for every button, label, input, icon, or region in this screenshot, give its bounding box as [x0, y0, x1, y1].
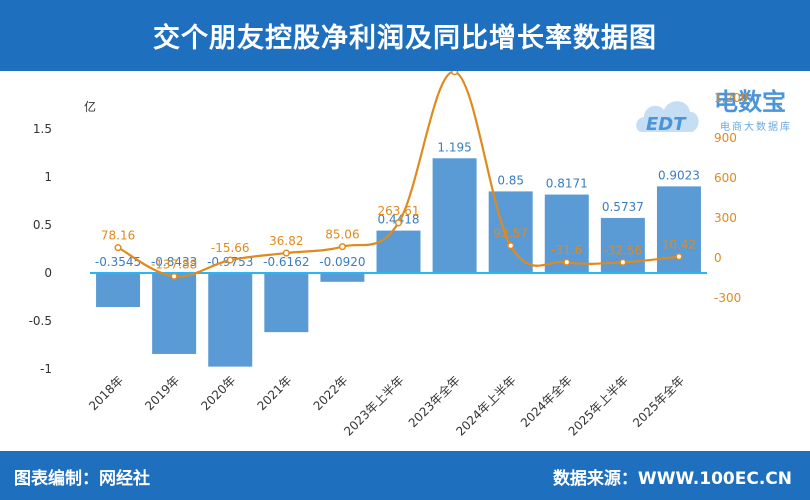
footer-source: 数据来源：WWW.100EC.CN — [552, 469, 792, 489]
bar — [320, 273, 365, 282]
header-bar: 交个朋友控股净利润及同比增长率数据图 — [0, 0, 810, 71]
bar — [152, 273, 197, 354]
right-tick-label: 600 — [714, 171, 737, 185]
bar-label: -0.8433 — [151, 255, 197, 269]
bar-label: 0.8171 — [546, 177, 588, 191]
line-label: 263.61 — [378, 204, 420, 218]
right-tick-label: 1,200 — [714, 91, 748, 105]
left-tick-label: 1.5 — [33, 122, 52, 136]
bar-label: 0.85 — [497, 173, 524, 187]
line-label: -31.6 — [551, 243, 582, 257]
bar — [264, 273, 309, 333]
bar-label: 1.195 — [437, 140, 471, 154]
bar — [96, 273, 141, 308]
logo: EDT 电数宝 电商大数据库 — [636, 88, 792, 135]
line-label: 92.57 — [494, 227, 528, 241]
bar-label: 0.5737 — [602, 200, 644, 214]
x-tick-label: 2023年全年 — [405, 373, 463, 431]
line-point — [675, 253, 683, 261]
bar — [376, 230, 421, 273]
page-title: 交个朋友控股净利润及同比增长率数据图 — [153, 23, 657, 54]
x-tick-label: 2025年上半年 — [566, 373, 631, 438]
bar — [208, 273, 253, 367]
line-point — [451, 71, 459, 76]
right-tick-label: 0 — [714, 251, 722, 265]
line-label: 36.82 — [269, 234, 303, 248]
x-tick-label: 2019年 — [142, 373, 182, 413]
logo-name: 电数宝 — [714, 88, 786, 116]
x-tick-label: 2020年 — [198, 373, 238, 413]
line-point — [507, 242, 515, 250]
line-point — [394, 219, 403, 227]
footer-editor: 图表编制：网经社 — [14, 469, 150, 489]
right-tick-label: 900 — [714, 131, 737, 145]
bar-label: -0.6162 — [263, 255, 309, 269]
x-tick-label: 2021年 — [254, 373, 294, 413]
line-point — [170, 272, 178, 280]
left-tick-label: -1 — [40, 362, 52, 376]
line-label: 85.06 — [325, 228, 359, 242]
left-tick-label: 0 — [44, 266, 52, 280]
bar-label: 0.9023 — [658, 168, 700, 182]
line-point — [282, 249, 290, 257]
x-tick-label: 2018年 — [86, 373, 126, 413]
line-label: -15.66 — [211, 241, 250, 255]
x-tick-label: 2022年 — [311, 373, 351, 413]
cloud-icon — [636, 101, 699, 132]
right-tick-label: 300 — [714, 211, 737, 225]
x-tick-label: 2024年全年 — [517, 373, 575, 431]
line-label: -32.56 — [604, 243, 643, 257]
left-tick-label: -0.5 — [29, 314, 52, 328]
logo-mark: EDT — [646, 114, 687, 135]
line-point — [114, 244, 122, 252]
bar-label: -0.0920 — [319, 255, 365, 269]
x-tick-label: 2023年上半年 — [341, 373, 406, 438]
line-label: 78.16 — [101, 229, 135, 243]
bar-label: -0.3545 — [95, 255, 141, 269]
footer-bar: 图表编制：网经社 数据来源：WWW.100EC.CN — [0, 451, 810, 500]
chart: 1.510.50-0.5-1亿1,5001,2009006003000-300%… — [29, 71, 748, 439]
left-tick-label: 1 — [44, 170, 52, 184]
line-point — [226, 256, 234, 264]
line-point — [563, 258, 571, 266]
bar — [432, 158, 477, 273]
left-tick-label: 0.5 — [33, 218, 52, 232]
line-point — [338, 243, 346, 251]
line-point — [619, 258, 627, 266]
line-label: 10.42 — [662, 238, 696, 252]
x-tick-label: 2024年上半年 — [453, 373, 518, 438]
line-label: -137.88 — [151, 257, 197, 271]
x-tick-label: 2025年全年 — [629, 373, 687, 431]
left-axis-unit: 亿 — [84, 99, 96, 114]
logo-tagline: 电商大数据库 — [720, 120, 792, 133]
right-tick-label: -300 — [714, 291, 741, 305]
